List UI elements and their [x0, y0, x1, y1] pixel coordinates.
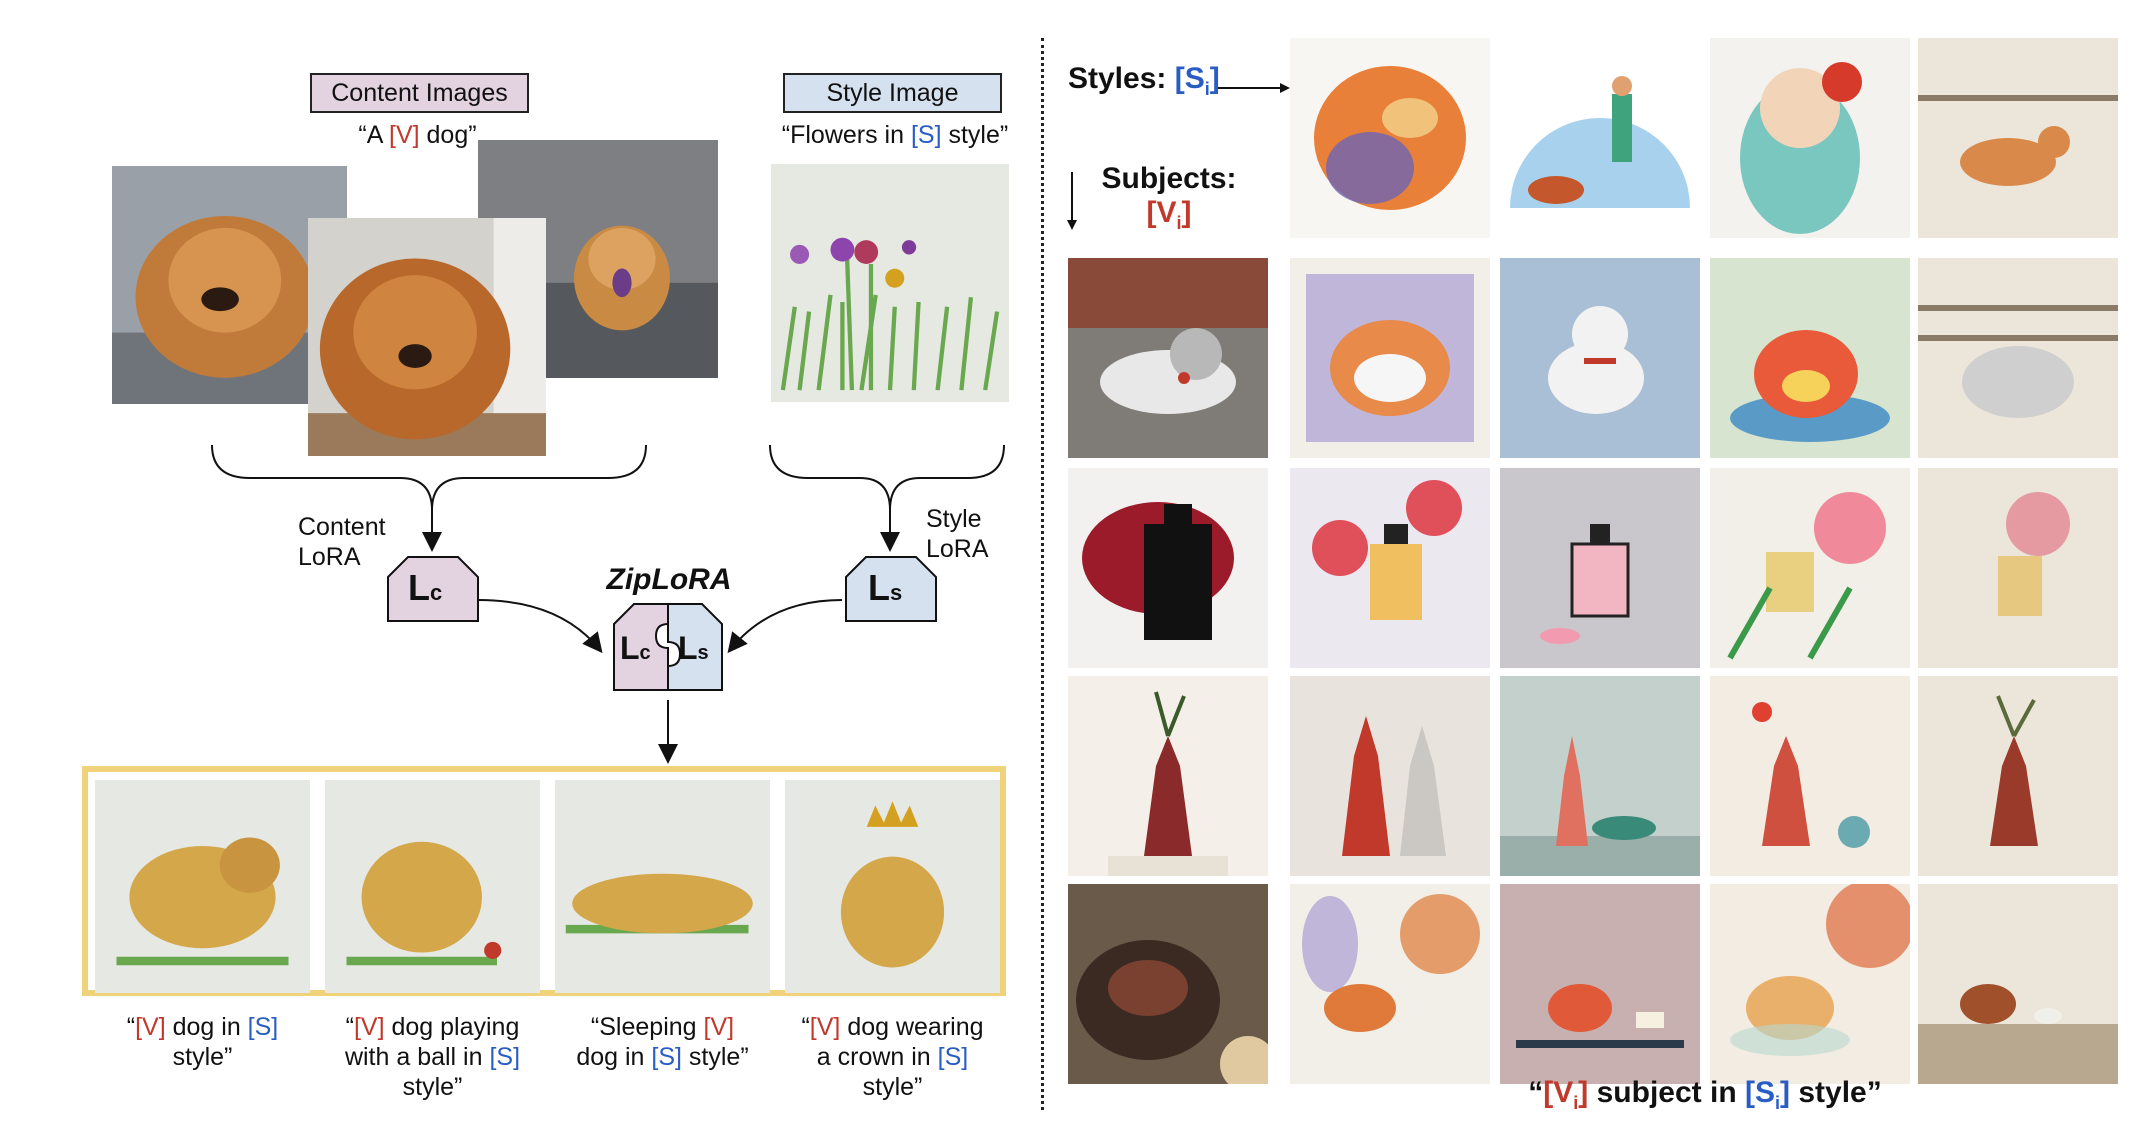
flow-connectors: [211, 444, 1005, 764]
output-image-4: [785, 780, 1000, 993]
ziplora-title: ZipLoRA: [606, 563, 732, 596]
grid-husky-style2: [1500, 258, 1700, 458]
grid-vase-style2: [1500, 676, 1700, 876]
output-image-2: [325, 780, 540, 993]
output-highlight-box: [82, 766, 1006, 996]
grid-vase-style1: [1290, 676, 1490, 876]
subject-perfume-bottle: [1068, 468, 1268, 668]
content-prompt: “A [V] dog”: [358, 121, 477, 149]
style-image: [771, 164, 1009, 402]
style-thumb-2: [1500, 38, 1700, 238]
style-image-label: Style Image: [783, 73, 1002, 113]
style-lora-label: Style LoRA: [926, 505, 989, 563]
subject-plush-husky: [1068, 258, 1268, 458]
output-caption-1: “[V] dog in [S] style”: [126, 1013, 279, 1071]
grid-perfume-style1: [1290, 468, 1490, 668]
grid-teapot-style3: [1710, 884, 1910, 1084]
grid-perfume-style3: [1710, 468, 1910, 668]
output-image-1: [95, 780, 310, 993]
grid-perfume-style2: [1500, 468, 1700, 668]
grid-teapot-style1: [1290, 884, 1490, 1084]
style-thumb-4: [1918, 38, 2118, 238]
subjects-label: Subjects: [Vi]: [1101, 162, 1237, 233]
subject-red-vase: [1068, 676, 1268, 876]
subjects-arrow: [1067, 172, 1077, 230]
grid-teapot-style4: [1918, 884, 2118, 1084]
grid-vase-style4: [1918, 676, 2118, 876]
grid-husky-style1: [1290, 258, 1490, 458]
styles-label: Styles: [Si]: [1068, 62, 1220, 99]
content-lora-label: Content LoRA: [298, 513, 386, 571]
ziplora-merged-block: Lc Ls: [612, 602, 724, 692]
content-lora-block: Lc: [386, 555, 480, 623]
subject-teapot: [1068, 884, 1268, 1084]
content-images-label: Content Images: [310, 73, 529, 113]
grid-perfume-style4: [1918, 468, 2118, 668]
grid-teapot-style2: [1500, 884, 1700, 1084]
style-prompt: “Flowers in [S] style”: [781, 121, 1009, 149]
content-image-1: [112, 166, 347, 404]
output-caption-2: “[V] dog playing with a ball in [S] styl…: [344, 1013, 521, 1101]
output-image-3: [555, 780, 770, 993]
grid-husky-style3: [1710, 258, 1910, 458]
style-lora-block: Ls: [844, 555, 938, 623]
grid-husky-style4: [1918, 258, 2118, 458]
output-caption-3: “Sleeping [V] dog in [S] style”: [576, 1013, 749, 1071]
grid-caption: “[Vi] subject in [Si] style”: [1528, 1076, 1882, 1113]
grid-vase-style3: [1710, 676, 1910, 876]
panel-divider: [1041, 38, 1044, 1110]
style-thumb-1: [1290, 38, 1490, 238]
output-caption-4: “[V] dog wearing a crown in [S] style”: [801, 1013, 984, 1101]
style-thumb-3: [1710, 38, 1910, 238]
content-image-2: [308, 218, 546, 456]
styles-arrow: [1218, 83, 1290, 93]
